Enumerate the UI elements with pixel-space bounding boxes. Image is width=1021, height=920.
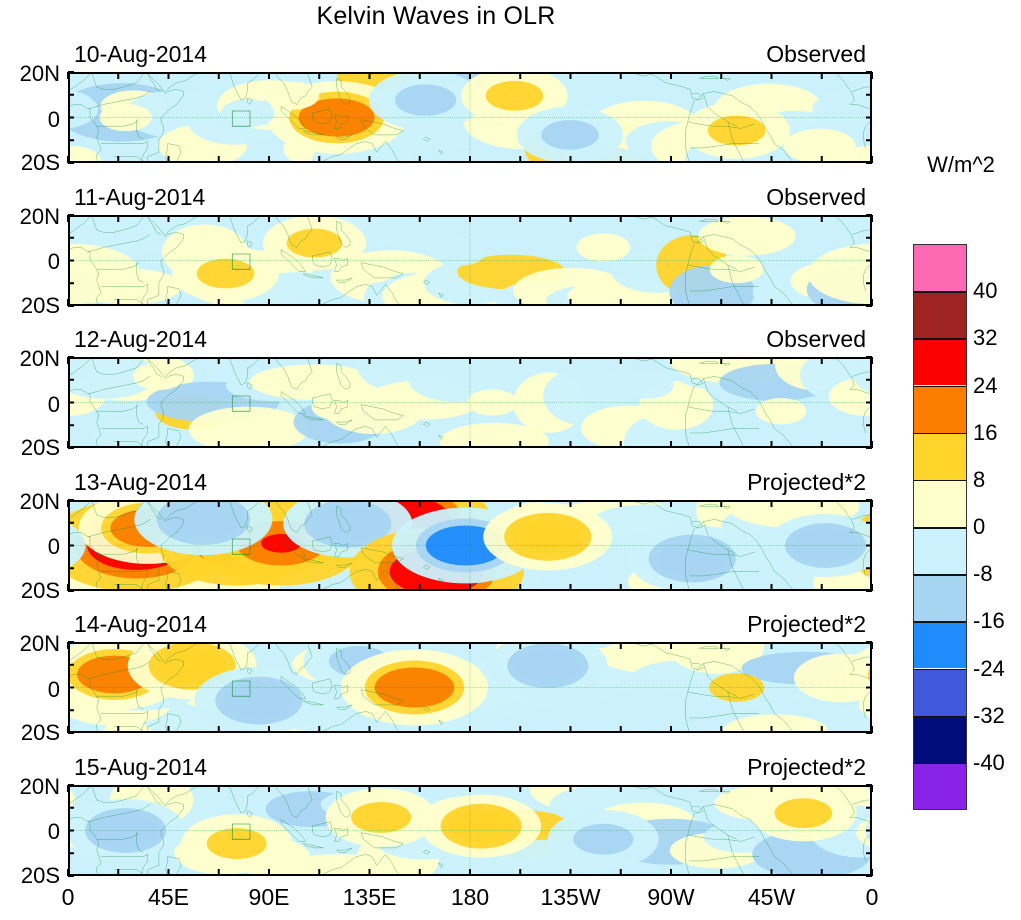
map-panel[interactable] (68, 214, 872, 306)
y-tick-label: 20S (20, 150, 60, 175)
y-tick-label: 20S (20, 577, 60, 603)
colorbar-band[interactable] (913, 432, 967, 480)
colorbar-tick-label: 16 (973, 419, 998, 445)
x-tick-label: 180 (450, 884, 490, 910)
box-marker (232, 823, 250, 838)
y-tick-label: 20S (20, 862, 60, 888)
map-panel[interactable] (68, 784, 872, 876)
panel-kind-label: Observed (766, 41, 866, 67)
x-tick-label: 135E (342, 884, 397, 910)
y-tick-label: 0 (47, 391, 60, 417)
olr-anomaly-field (70, 501, 870, 589)
coastlines (70, 217, 870, 304)
olr-anomaly-field (70, 74, 870, 161)
colorbar-tick-label: -24 (973, 655, 1005, 681)
coastlines (70, 359, 870, 446)
x-tick-label: 0 (61, 884, 75, 910)
coastlines (70, 787, 870, 874)
colorbar-tick-label: -40 (973, 749, 1005, 775)
colorbar-separator (913, 574, 967, 576)
box-marker (232, 253, 250, 268)
x-tick-label: 90E (248, 884, 290, 910)
colorbar-separator (913, 527, 967, 529)
panel-date-label: 14-Aug-2014 (74, 611, 207, 637)
colorbar-separator (913, 479, 967, 482)
colorbar-tick-label: 24 (973, 372, 998, 398)
y-tick-label: 0 (47, 106, 60, 132)
x-tick-label: 0 (865, 884, 879, 910)
x-axis: 0 45E 90E 135E 180 135W 90W 45W 0 (0, 884, 1021, 918)
coastlines (70, 502, 870, 589)
y-tick-label: 20S (20, 720, 60, 745)
colorbar-band[interactable] (913, 385, 967, 433)
y-tick-label: 20N (19, 61, 60, 86)
olr-anomaly-field (70, 359, 870, 446)
panel-kind-label: Observed (766, 183, 866, 210)
colorbar-separator (913, 715, 967, 718)
colorbar-separator (913, 668, 967, 671)
colorbar-separator (913, 291, 967, 293)
olr-anomaly-field (70, 644, 870, 731)
colorbar-band[interactable] (913, 291, 967, 339)
coastlines (70, 644, 870, 731)
colorbar-tick-label: -8 (973, 561, 993, 587)
olr-anomaly-field (70, 216, 870, 304)
colorbar-tick-label: -16 (973, 608, 1005, 634)
panel-kind-label: Projected*2 (747, 468, 866, 495)
y-tick-label: 0 (47, 534, 60, 559)
colorbar-separator (913, 432, 967, 435)
colorbar-separator (913, 338, 967, 340)
box-marker (232, 111, 250, 126)
colorbar-tick-label: 8 (973, 466, 986, 492)
panel-kind-label: Projected*2 (747, 611, 866, 637)
panel-kind-label: Projected*2 (747, 753, 866, 780)
y-tick-label: 0 (47, 819, 60, 844)
colorbar-band[interactable] (913, 527, 967, 575)
y-tick-label: 20S (20, 435, 60, 460)
box-marker (232, 538, 250, 553)
map-panel[interactable] (68, 357, 872, 448)
coastlines (70, 74, 870, 161)
y-tick-label: 0 (47, 249, 60, 274)
box-marker (232, 396, 250, 411)
colorbar-tick-label: 0 (973, 514, 986, 539)
panel-date-label: 11-Aug-2014 (74, 183, 206, 210)
x-tick-label: 135W (540, 884, 601, 910)
box-marker (232, 681, 250, 696)
x-tick-label: 90W (647, 884, 695, 910)
panel-date-label: 13-Aug-2014 (74, 468, 207, 495)
colorbar-unit-label: W/m^2 (927, 152, 995, 177)
colorbar-band[interactable] (913, 668, 967, 716)
panel-kind-label: Observed (766, 326, 866, 352)
colorbar-separator (913, 621, 967, 623)
colorbar-tick-label: 40 (973, 278, 998, 304)
map-panel[interactable] (68, 72, 872, 163)
colorbar-band[interactable] (913, 574, 967, 622)
y-tick-label: 20N (19, 773, 60, 799)
panel-date-label: 12-Aug-2014 (74, 326, 207, 352)
colorbar-tick-label: 32 (973, 325, 998, 351)
panel-date-label: 15-Aug-2014 (74, 753, 207, 780)
colorbar-separator (913, 385, 967, 388)
y-tick-label: 20N (19, 346, 60, 371)
x-tick-label: 45W (747, 884, 796, 910)
panel-date-label: 10-Aug-2014 (74, 41, 207, 67)
y-tick-label: 20N (19, 488, 60, 514)
page-title: Kelvin Waves in OLR (316, 2, 556, 30)
colorbar-band[interactable] (913, 621, 967, 669)
colorbar-tick-label: -32 (973, 702, 1005, 728)
y-tick-label: 20N (19, 203, 60, 229)
map-panel[interactable] (68, 642, 872, 733)
colorbar-separator (913, 762, 967, 765)
y-tick-label: 20S (20, 292, 60, 318)
colorbar-band[interactable] (913, 338, 967, 386)
colorbar-band[interactable] (913, 762, 967, 810)
olr-anomaly-field (70, 786, 870, 874)
y-tick-label: 0 (47, 676, 60, 702)
colorbar-band[interactable] (913, 244, 967, 292)
colorbar-band[interactable] (913, 479, 967, 527)
x-tick-label: 45E (148, 884, 189, 910)
colorbar-band[interactable] (913, 715, 967, 763)
y-tick-label: 20N (19, 631, 60, 656)
